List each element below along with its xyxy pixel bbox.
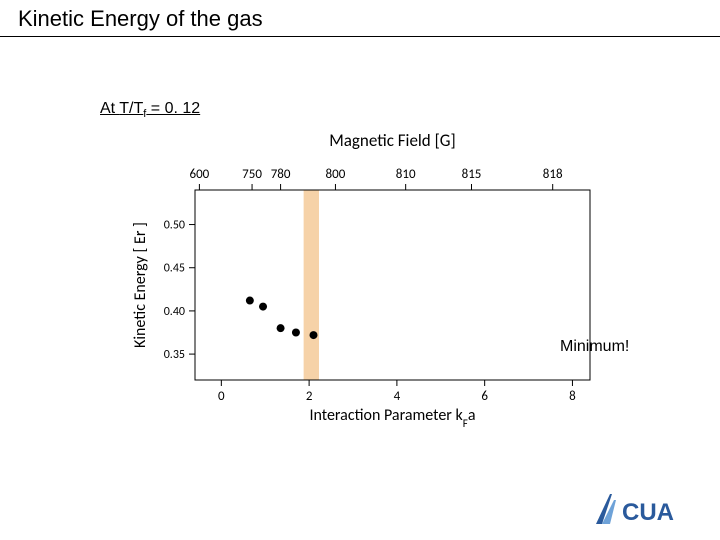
top-tick-label: 800 xyxy=(326,167,346,182)
top-tick-label: 600 xyxy=(189,167,209,182)
data-point xyxy=(259,303,267,311)
top-tick-label: 810 xyxy=(396,167,416,182)
top-tick-label: 780 xyxy=(271,167,291,182)
y-tick-label: 0.45 xyxy=(164,262,185,276)
x-tick-label: 0 xyxy=(218,389,225,404)
data-point xyxy=(292,329,300,337)
data-point xyxy=(277,324,285,332)
x-tick-label: 8 xyxy=(569,389,576,404)
title-rule xyxy=(0,36,720,37)
top-axis-title: Magnetic Field [G] xyxy=(329,130,455,151)
x-tick-label: 4 xyxy=(394,389,401,404)
chart-svg: Magnetic Field [G] 600 750 780 800 810 815 818 0… xyxy=(100,130,640,450)
y-tick-label: 0.40 xyxy=(164,305,185,319)
top-tick-label: 815 xyxy=(462,167,482,182)
chart: Magnetic Field [G] 600 750 780 800 810 815 818 0… xyxy=(100,130,640,450)
subtitle-formula-main: T/T xyxy=(119,100,143,117)
logo-triangle-icon xyxy=(596,494,616,524)
highlight-band xyxy=(304,190,319,380)
slide-title: Kinetic Energy of the gas xyxy=(18,6,263,32)
subtitle-prefix: At xyxy=(100,100,119,117)
top-tick-label: 750 xyxy=(242,167,262,182)
y-axis-label: Kinetic Energy [ Er ] xyxy=(131,222,150,348)
data-point xyxy=(246,297,254,305)
logo-text: CUA xyxy=(622,499,674,526)
subtitle: At T/Tf = 0. 12 xyxy=(100,100,200,120)
data-point xyxy=(310,331,318,339)
x-tick-label: 2 xyxy=(306,389,313,404)
plot-border xyxy=(195,190,590,380)
y-tick-label: 0.35 xyxy=(164,348,185,362)
y-tick-label: 0.50 xyxy=(164,219,185,233)
x-tick-label: 6 xyxy=(481,389,488,404)
logo: CUA xyxy=(592,490,702,528)
minimum-annotation: Minimum! xyxy=(560,338,629,356)
x-axis-label: Interaction Parameter kFa xyxy=(309,406,475,430)
top-tick-label: 818 xyxy=(543,167,563,182)
subtitle-value: = 0. 12 xyxy=(146,100,200,117)
